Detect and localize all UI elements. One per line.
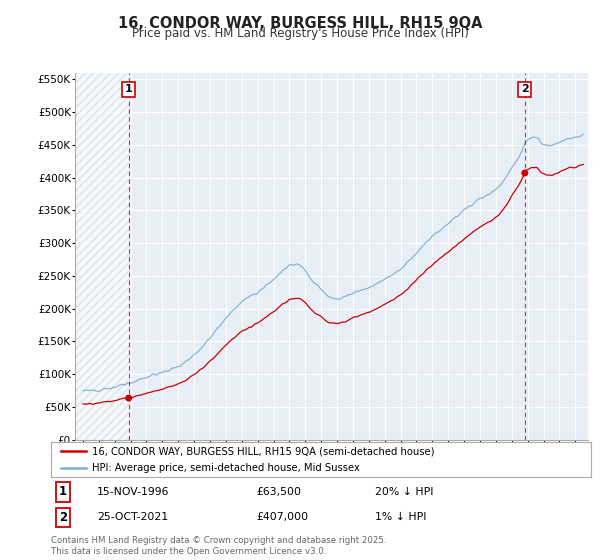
Text: Price paid vs. HM Land Registry's House Price Index (HPI): Price paid vs. HM Land Registry's House … [131, 27, 469, 40]
Text: £63,500: £63,500 [256, 487, 301, 497]
Text: 20% ↓ HPI: 20% ↓ HPI [375, 487, 433, 497]
Polygon shape [75, 73, 128, 440]
Text: 16, CONDOR WAY, BURGESS HILL, RH15 9QA (semi-detached house): 16, CONDOR WAY, BURGESS HILL, RH15 9QA (… [91, 446, 434, 456]
Text: 16, CONDOR WAY, BURGESS HILL, RH15 9QA: 16, CONDOR WAY, BURGESS HILL, RH15 9QA [118, 16, 482, 31]
Point [124, 394, 133, 403]
Text: £407,000: £407,000 [256, 512, 308, 522]
Text: 25-OCT-2021: 25-OCT-2021 [97, 512, 168, 522]
Text: 1: 1 [125, 85, 133, 94]
Text: 1: 1 [59, 486, 67, 498]
Point [520, 169, 530, 178]
Text: 1% ↓ HPI: 1% ↓ HPI [375, 512, 427, 522]
Text: 15-NOV-1996: 15-NOV-1996 [97, 487, 169, 497]
Text: HPI: Average price, semi-detached house, Mid Sussex: HPI: Average price, semi-detached house,… [91, 463, 359, 473]
Text: 2: 2 [59, 511, 67, 524]
Text: Contains HM Land Registry data © Crown copyright and database right 2025.
This d: Contains HM Land Registry data © Crown c… [51, 536, 386, 556]
Text: 2: 2 [521, 85, 529, 94]
